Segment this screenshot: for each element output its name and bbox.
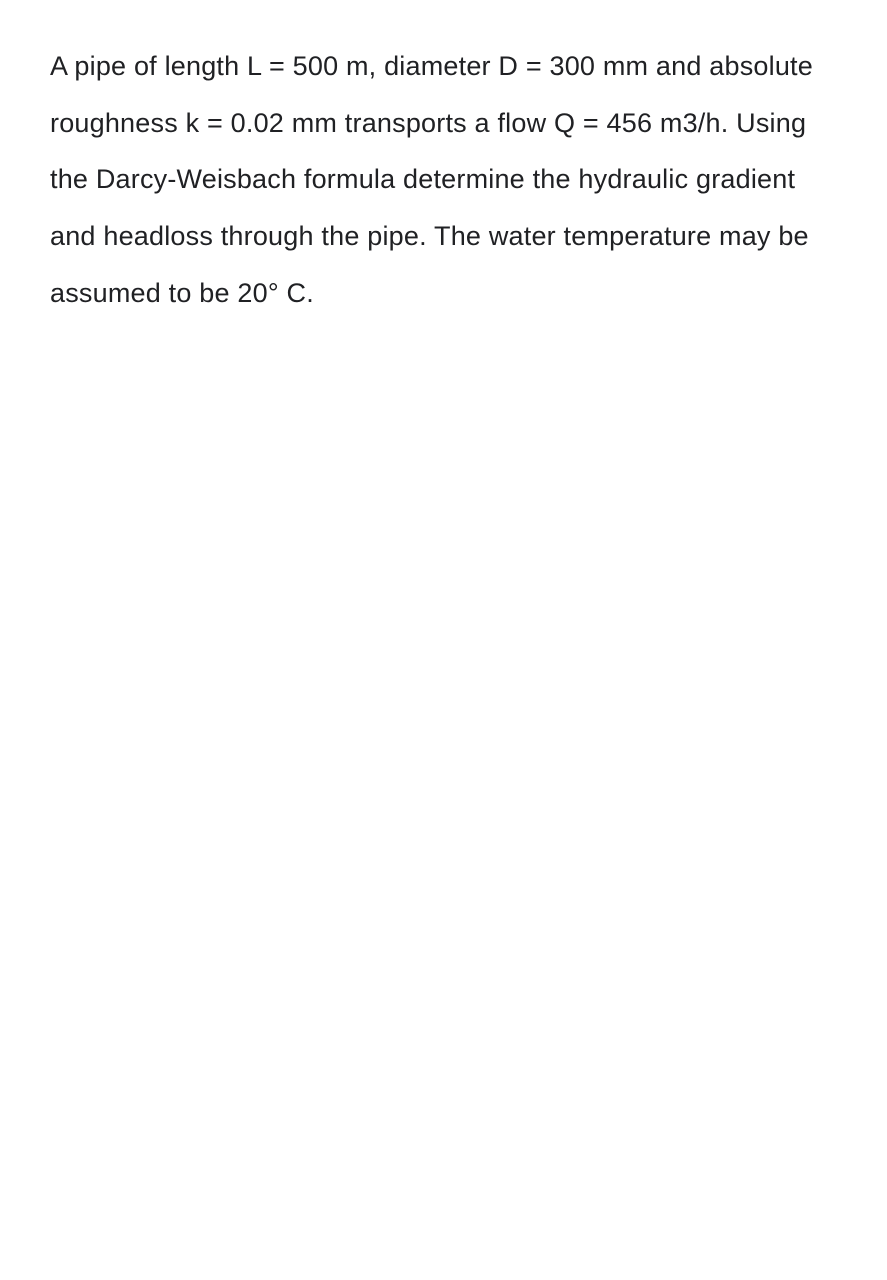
problem-statement: A pipe of length L = 500 m, diameter D =…	[50, 38, 837, 321]
